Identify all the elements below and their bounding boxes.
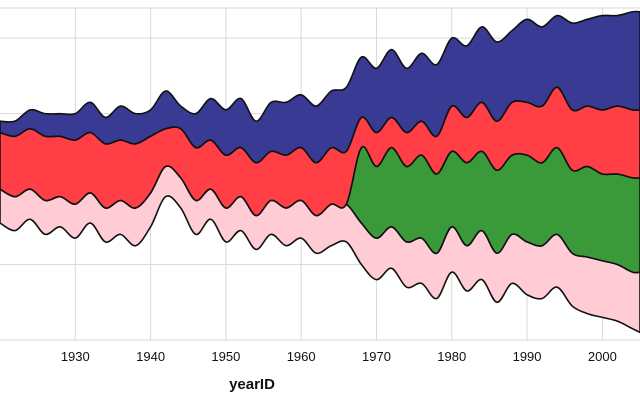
- x-tick-label: 1970: [362, 349, 391, 364]
- x-tick-label: 1960: [287, 349, 316, 364]
- x-tick-label: 2000: [588, 349, 617, 364]
- stream-layers: [0, 10, 640, 334]
- x-tick-label: 1990: [513, 349, 542, 364]
- x-tick-label: 1980: [437, 349, 466, 364]
- x-tick-label: 1940: [136, 349, 165, 364]
- stream-layer-4: [0, 10, 640, 164]
- x-tick-label: 1950: [211, 349, 240, 364]
- x-axis-ticks: 1930 1940 1950 1960 1970 1980 1990 2000: [61, 349, 617, 364]
- x-axis-title: yearID: [229, 376, 275, 393]
- x-tick-label: 1930: [61, 349, 90, 364]
